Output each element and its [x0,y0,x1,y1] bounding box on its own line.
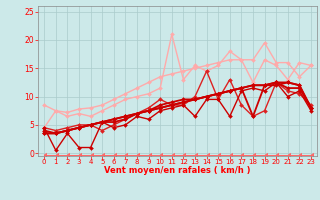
X-axis label: Vent moyen/en rafales ( km/h ): Vent moyen/en rafales ( km/h ) [104,166,251,175]
